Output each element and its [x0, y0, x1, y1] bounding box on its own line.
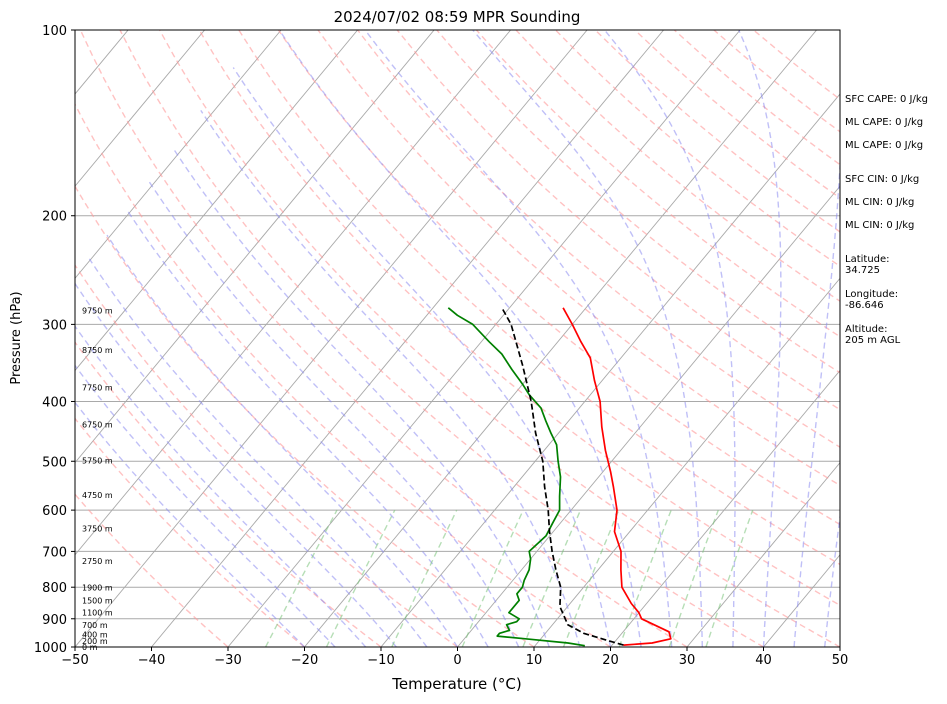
annotation-text: Latitude:	[845, 254, 890, 265]
annotation-text: ML CAPE: 0 J/kg	[845, 117, 923, 128]
height-label: 9750 m	[82, 307, 113, 316]
annotation-text: Longitude:	[845, 289, 898, 300]
annotation-text: SFC CIN: 0 J/kg	[845, 174, 919, 185]
annotation-text: 205 m AGL	[845, 335, 901, 346]
annotation-text: SFC CAPE: 0 J/kg	[845, 94, 928, 105]
height-label: 5750 m	[82, 457, 113, 466]
y-tick-label: 100	[42, 24, 67, 39]
height-label: 6750 m	[82, 421, 113, 430]
y-tick-label: 700	[42, 545, 67, 560]
y-tick-label: 800	[42, 581, 67, 596]
annotation-text: ML CIN: 0 J/kg	[845, 220, 914, 231]
height-label: 8750 m	[82, 346, 113, 355]
y-tick-label: 200	[42, 210, 67, 225]
x-tick-label: −20	[291, 653, 318, 668]
x-tick-label: 50	[832, 653, 849, 668]
y-tick-label: 1000	[34, 641, 67, 656]
y-tick-label: 900	[42, 613, 67, 628]
x-tick-label: −10	[367, 653, 394, 668]
x-tick-label: −40	[138, 653, 165, 668]
x-tick-label: 30	[679, 653, 696, 668]
height-label: 3750 m	[82, 525, 113, 534]
height-label: 700 m	[82, 621, 108, 630]
x-tick-label: 0	[453, 653, 461, 668]
x-tick-label: 40	[755, 653, 772, 668]
y-tick-label: 500	[42, 455, 67, 470]
y-axis-label: Pressure (hPa)	[9, 291, 24, 384]
height-label: 1500 m	[82, 596, 113, 605]
height-label: 400 m	[82, 631, 108, 640]
y-tick-label: 600	[42, 504, 67, 519]
x-axis-label: Temperature (°C)	[391, 675, 521, 693]
height-label: 1900 m	[82, 584, 113, 593]
height-label: 4750 m	[82, 491, 113, 500]
x-tick-label: 20	[602, 653, 619, 668]
height-label: 2750 m	[82, 557, 113, 566]
annotation-text: Altitude:	[845, 324, 887, 335]
y-tick-label: 300	[42, 318, 67, 333]
annotation-text: 34.725	[845, 265, 880, 276]
y-tick-label: 400	[42, 395, 67, 410]
annotation-text: ML CAPE: 0 J/kg	[845, 140, 923, 151]
annotation-text: -86.646	[845, 300, 884, 311]
chart-title: 2024/07/02 08:59 MPR Sounding	[334, 8, 581, 26]
height-label: 1100 m	[82, 609, 113, 618]
x-tick-label: 10	[526, 653, 543, 668]
height-label: 7750 m	[82, 384, 113, 393]
x-tick-label: −30	[214, 653, 241, 668]
annotation-text: ML CIN: 0 J/kg	[845, 197, 914, 208]
